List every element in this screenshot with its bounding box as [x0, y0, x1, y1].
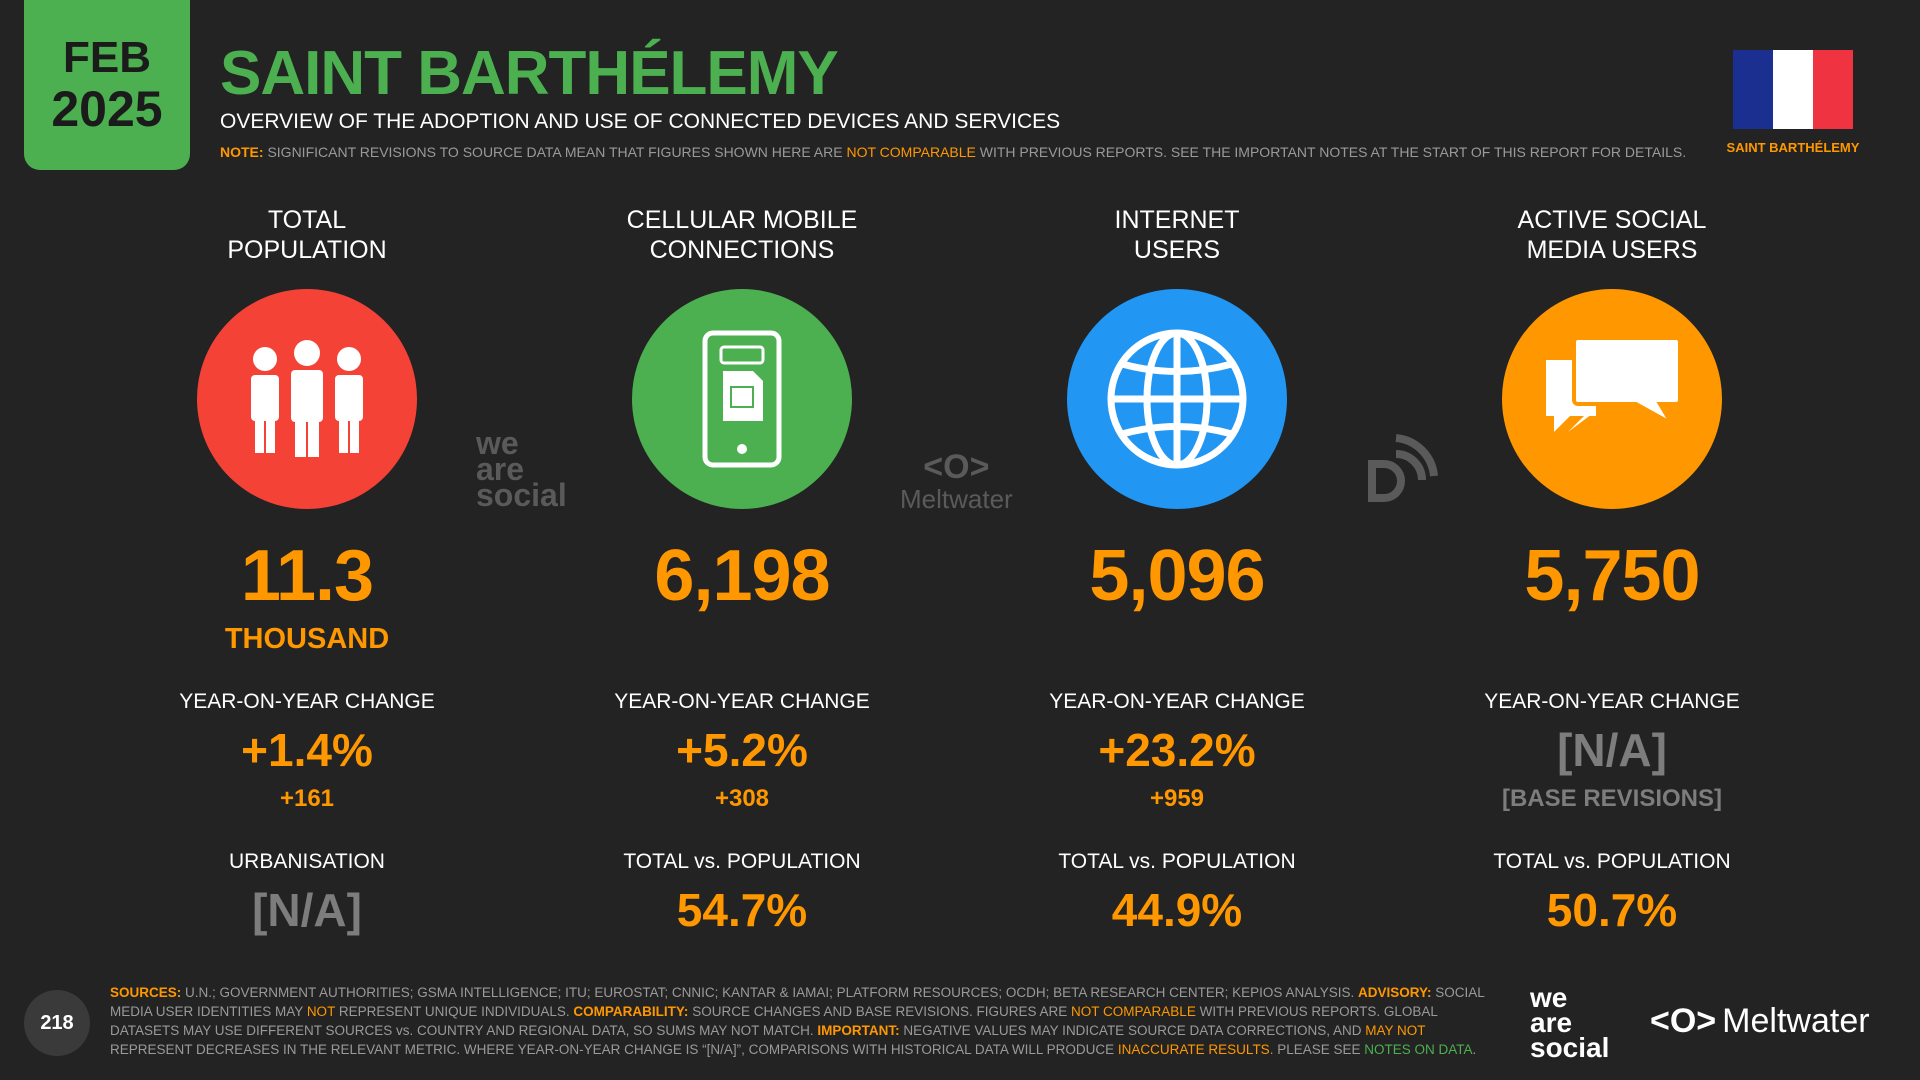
- column-heading: INTERNET USERS: [1114, 206, 1240, 264]
- stat-column-population: TOTAL POPULATION 11.3 THOUSAND YEAR-ON-YE…: [147, 205, 467, 936]
- we-are-social-watermark: we are social: [476, 425, 567, 513]
- stat-value: 5,096: [1089, 536, 1265, 616]
- column-heading: TOTAL POPULATION: [227, 206, 387, 264]
- change-absolute: +308: [714, 785, 770, 812]
- change-percent: +23.2%: [1098, 724, 1256, 776]
- stat-unit: [1017, 623, 1337, 659]
- change-percent: +1.4%: [241, 724, 373, 776]
- page-subtitle: OVERVIEW OF THE ADOPTION AND USE OF CONN…: [220, 110, 1061, 133]
- stat-value: 5,750: [1524, 536, 1700, 616]
- mobile-phone-icon: [632, 289, 852, 509]
- badge-month: FEB: [63, 33, 151, 83]
- page-title: SAINT BARTHÉLEMY: [220, 39, 839, 108]
- badge-year: 2025: [51, 80, 163, 137]
- notes-on-data-link[interactable]: NOTES ON DATA: [1364, 1042, 1473, 1057]
- bottom-label: TOTAL vs. POPULATION: [1058, 850, 1296, 873]
- globe-icon: [1067, 289, 1287, 509]
- bottom-value: [N/A]: [252, 884, 362, 936]
- column-heading: CELLULAR MOBILE CONNECTIONS: [626, 206, 858, 264]
- footer-sources: SOURCES: U.N.; GOVERNMENT AUTHORITIES; G…: [110, 985, 1485, 1057]
- we-are-social-logo: we are social: [1530, 982, 1610, 1063]
- stat-value: 11.3: [240, 536, 374, 616]
- bottom-label: URBANISATION: [229, 850, 385, 873]
- meltwater-icon: <O>: [1650, 1002, 1717, 1040]
- note-text-1: SIGNIFICANT REVISIONS TO SOURCE DATA MEA…: [267, 144, 843, 160]
- people-icon: [197, 289, 417, 509]
- note-text-2: WITH PREVIOUS REPORTS. SEE THE IMPORTANT…: [979, 144, 1687, 160]
- note-highlight: NOT COMPARABLE: [846, 144, 976, 160]
- bottom-value: 44.9%: [1111, 884, 1243, 936]
- page-number: 218: [24, 990, 90, 1056]
- change-absolute: [BASE REVISIONS]: [1501, 785, 1723, 812]
- stat-value: 6,198: [654, 536, 830, 616]
- meltwater-watermark: <O> Meltwater: [900, 448, 1013, 514]
- change-percent: [N/A]: [1557, 724, 1667, 776]
- datareportal-icon: [1366, 432, 1438, 509]
- meltwater-logo: <O> Meltwater: [1650, 1002, 1870, 1040]
- speech-bubbles-icon: [1502, 289, 1722, 509]
- column-heading: ACTIVE SOCIAL MEDIA USERS: [1517, 206, 1707, 264]
- change-label: YEAR-ON-YEAR CHANGE: [179, 690, 435, 713]
- stat-unit: [1452, 623, 1772, 659]
- stat-column-social: ACTIVE SOCIAL MEDIA USERS 5,750 YEAR-ON-Y…: [1452, 205, 1772, 936]
- bottom-value: 50.7%: [1546, 884, 1678, 936]
- bottom-label: TOTAL vs. POPULATION: [623, 850, 861, 873]
- stat-column-mobile: CELLULAR MOBILE CONNECTIONS 6,198 YEAR-ON…: [582, 205, 902, 936]
- stat-unit: THOUSAND: [224, 623, 390, 655]
- france-flag-icon: [1733, 50, 1853, 129]
- change-label: YEAR-ON-YEAR CHANGE: [1484, 690, 1740, 713]
- note-text: NOTE: SIGNIFICANT REVISIONS TO SOURCE DA…: [220, 144, 1686, 160]
- bottom-label: TOTAL vs. POPULATION: [1493, 850, 1731, 873]
- bottom-value: 54.7%: [676, 884, 808, 936]
- note-label: NOTE:: [220, 144, 264, 160]
- change-label: YEAR-ON-YEAR CHANGE: [1049, 690, 1305, 713]
- date-badge: FEB 2025: [24, 0, 190, 170]
- change-label: YEAR-ON-YEAR CHANGE: [614, 690, 870, 713]
- change-percent: +5.2%: [676, 724, 808, 776]
- flag-label: SAINT BARTHÉLEMY: [1726, 140, 1860, 155]
- stat-unit: [582, 623, 902, 659]
- stat-column-internet: INTERNET USERS 5,096 YEAR-ON-YEAR CHANGE …: [1017, 205, 1337, 936]
- change-absolute: +161: [279, 785, 335, 812]
- change-absolute: +959: [1149, 785, 1205, 812]
